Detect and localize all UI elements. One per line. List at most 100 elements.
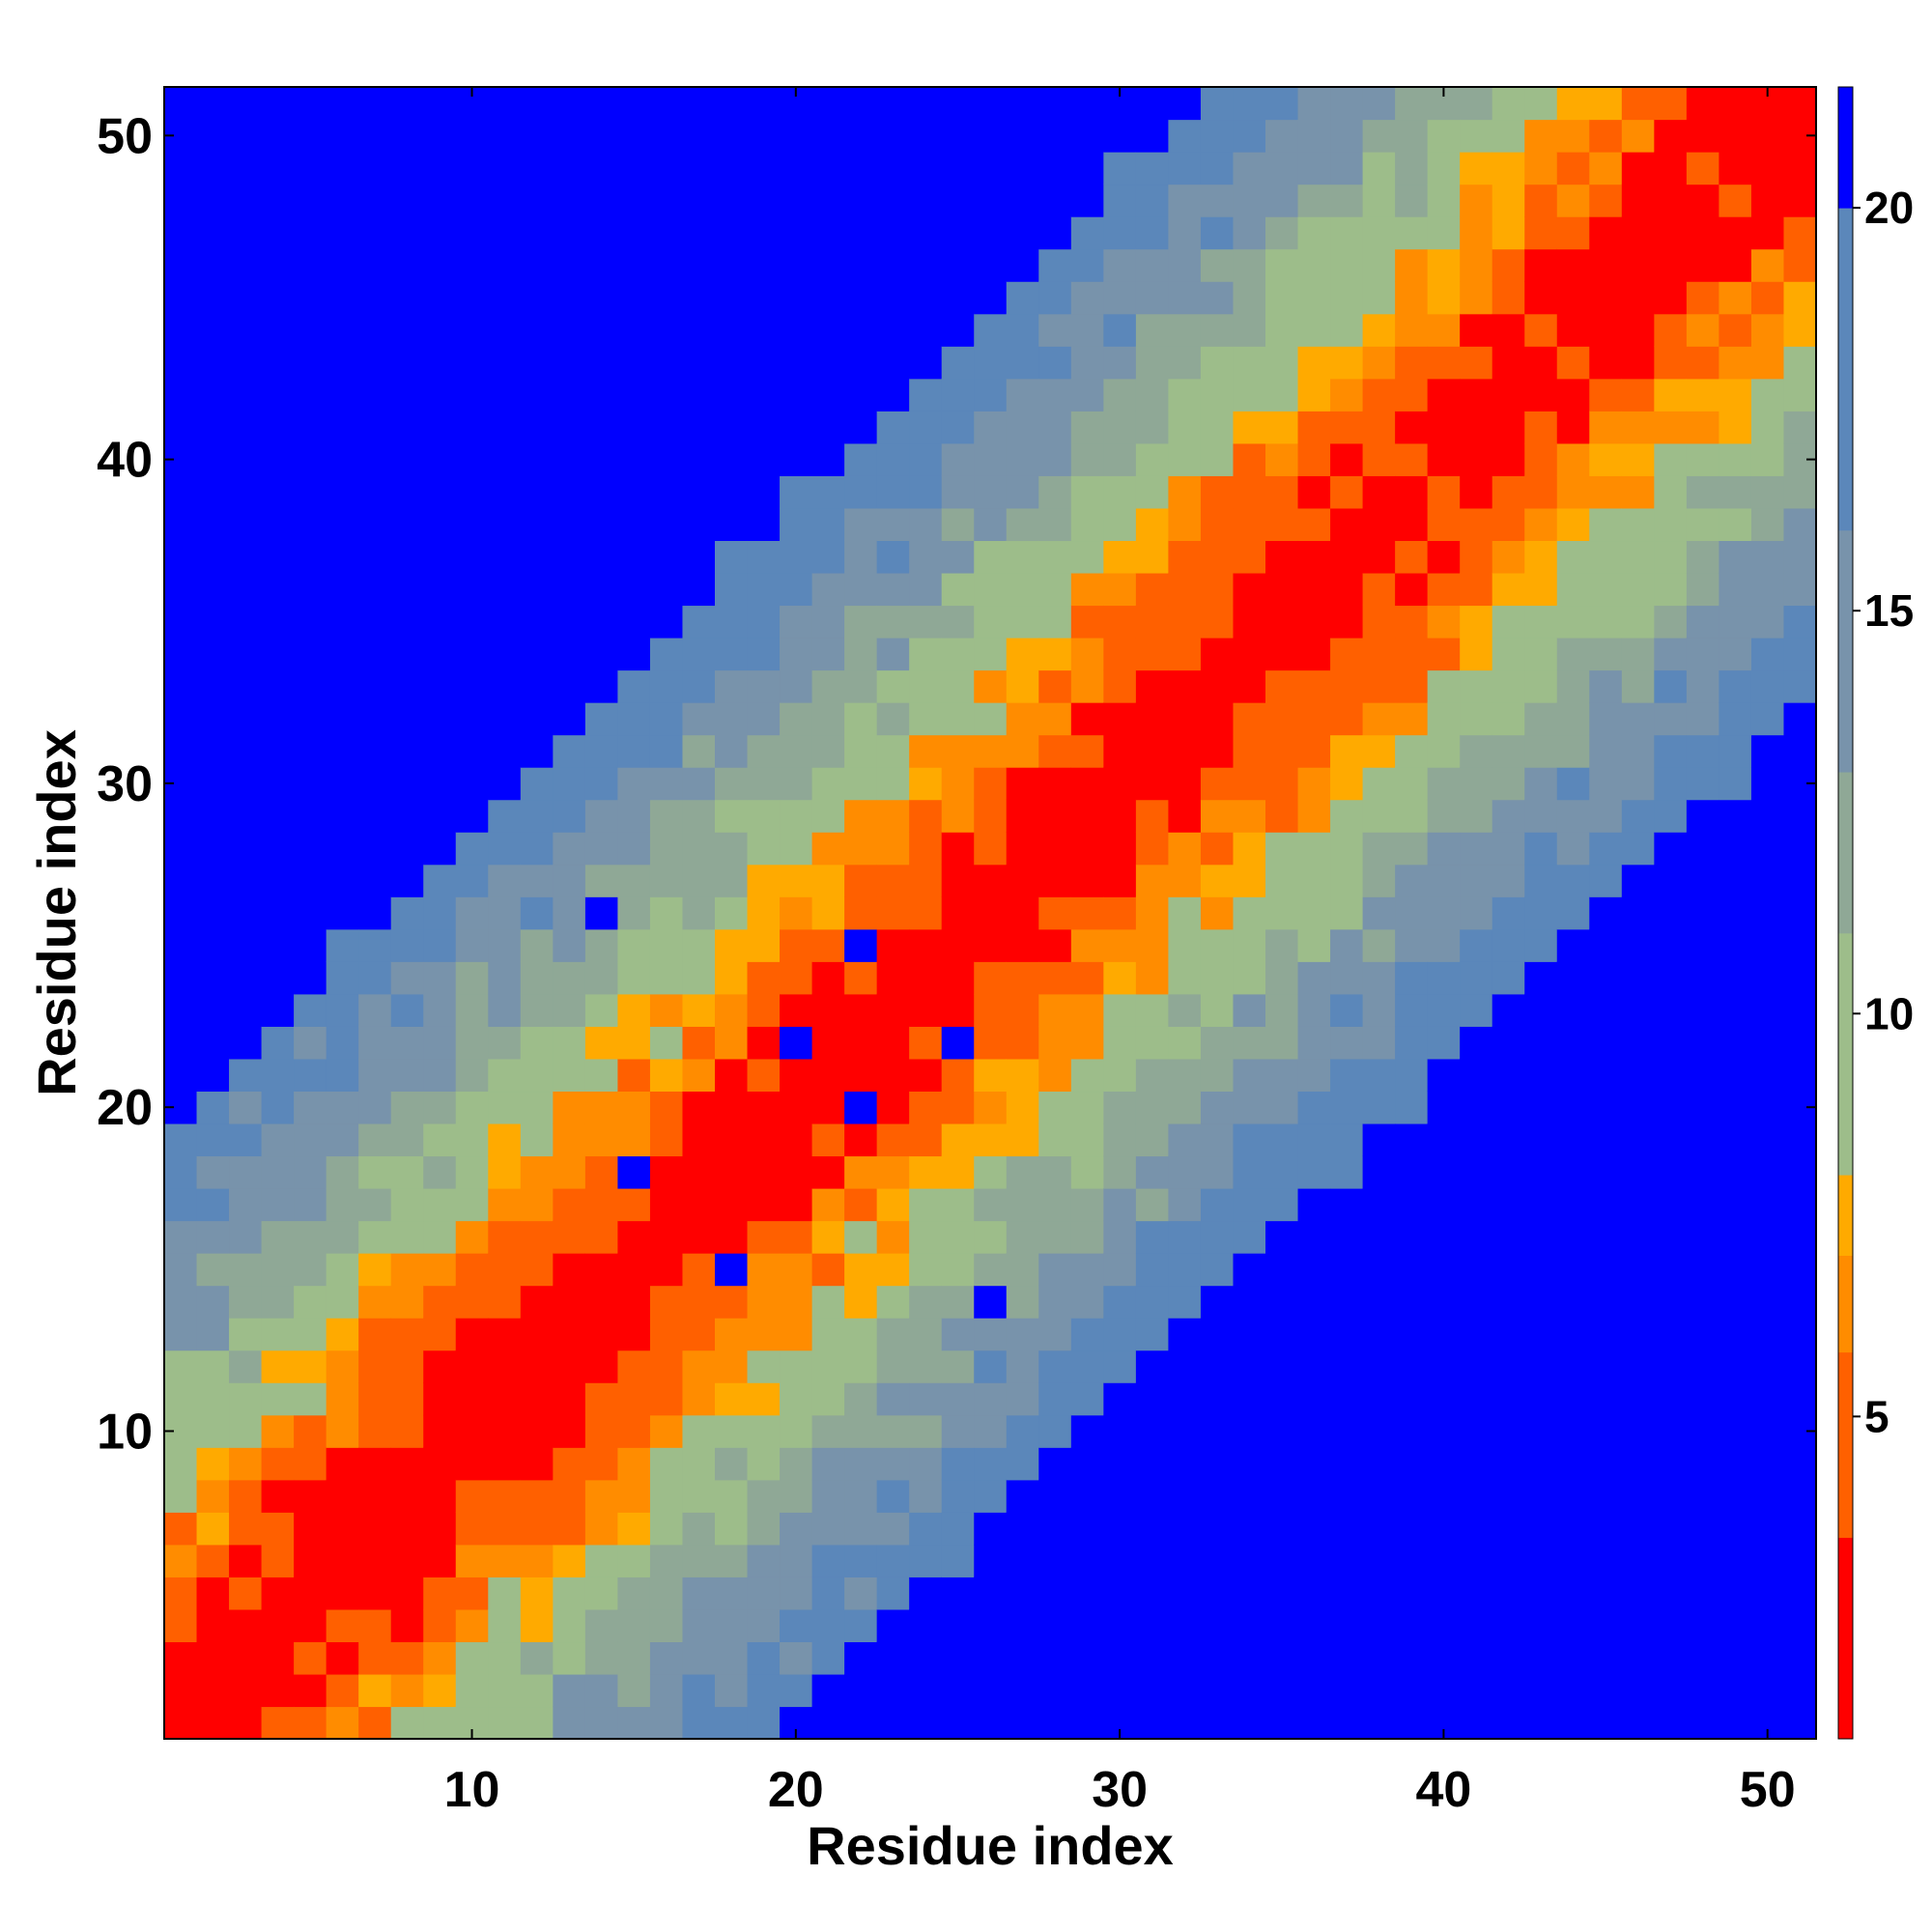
heatmap-cell: [553, 152, 586, 185]
heatmap-cell: [164, 184, 198, 217]
heatmap-cell: [617, 799, 651, 833]
heatmap-cell: [1200, 1091, 1235, 1124]
heatmap-cell: [1524, 1253, 1558, 1287]
heatmap-cell: [358, 1608, 392, 1643]
heatmap-cell: [1783, 896, 1817, 930]
heatmap-cell: [1038, 1479, 1072, 1513]
heatmap-cell: [358, 1155, 392, 1189]
heatmap-cell: [941, 442, 975, 476]
heatmap-cell: [649, 832, 684, 866]
heatmap-cell: [617, 87, 651, 121]
heatmap-cell: [1686, 832, 1720, 866]
heatmap-cell: [1330, 734, 1364, 768]
heatmap-cell: [196, 799, 230, 833]
heatmap-cell: [1265, 864, 1299, 897]
heatmap-cell: [1135, 767, 1170, 801]
heatmap-cell: [423, 1447, 457, 1481]
heatmap-cell: [1297, 1318, 1331, 1351]
heatmap-cell: [196, 1414, 230, 1448]
heatmap-cell: [941, 734, 975, 768]
heatmap-cell: [1330, 1479, 1364, 1513]
heatmap-cell: [455, 442, 489, 476]
heatmap-cell: [423, 1608, 457, 1643]
heatmap-cell: [1265, 507, 1299, 542]
heatmap-cell: [1330, 638, 1364, 671]
heatmap-cell: [876, 1414, 910, 1448]
heatmap-cell: [1168, 864, 1202, 897]
heatmap-cell: [358, 734, 392, 768]
heatmap-cell: [1103, 1608, 1137, 1643]
heatmap-cell: [747, 87, 781, 121]
heatmap-cell: [423, 638, 457, 671]
heatmap-cell: [1362, 1220, 1396, 1254]
heatmap-cell: [1719, 832, 1752, 866]
heatmap-cell: [617, 1318, 651, 1351]
heatmap-cell: [164, 1447, 198, 1481]
heatmap-cell: [1297, 378, 1331, 412]
heatmap-cell: [682, 734, 716, 768]
heatmap-cell: [584, 346, 619, 380]
heatmap-cell: [1103, 1318, 1137, 1351]
heatmap-cell: [326, 152, 359, 185]
heatmap-cell: [1460, 1026, 1493, 1060]
heatmap-cell: [553, 702, 586, 736]
heatmap-cell: [1070, 799, 1104, 833]
heatmap-cell: [1556, 1414, 1590, 1448]
heatmap-cell: [390, 1512, 424, 1546]
heatmap-cell: [1492, 313, 1525, 347]
heatmap-cell: [553, 1188, 586, 1222]
heatmap-cell: [1589, 896, 1623, 930]
heatmap-cell: [553, 1512, 586, 1546]
heatmap-cell: [747, 1058, 781, 1093]
heatmap-cell: [909, 1253, 943, 1287]
heatmap-cell: [941, 864, 975, 897]
heatmap-cell: [780, 1577, 813, 1610]
heatmap-cell: [196, 313, 230, 347]
heatmap-cell: [1168, 1058, 1202, 1093]
heatmap-cell: [1233, 1188, 1266, 1222]
heatmap-cell: [1686, 1512, 1720, 1546]
heatmap-cell: [1038, 799, 1072, 833]
heatmap-cell: [196, 1155, 230, 1189]
heatmap-cell: [1070, 928, 1104, 962]
heatmap-cell: [1006, 475, 1039, 509]
heatmap-cell: [1265, 346, 1299, 380]
heatmap-cell: [1168, 216, 1202, 250]
heatmap-cell: [520, 152, 554, 185]
heatmap-cell: [1233, 767, 1266, 801]
heatmap-cell: [649, 540, 684, 574]
heatmap-cell: [811, 896, 845, 930]
heatmap-cell: [1686, 734, 1720, 768]
heatmap-cell: [974, 702, 1008, 736]
heatmap-cell: [326, 540, 359, 574]
heatmap-cell: [1719, 378, 1752, 412]
heatmap-cell: [488, 1122, 522, 1157]
heatmap-cell: [261, 1091, 295, 1124]
heatmap-cell: [390, 1414, 424, 1448]
heatmap-cell: [196, 119, 230, 153]
heatmap-cell: [1038, 1285, 1072, 1319]
heatmap-cell: [358, 1253, 392, 1287]
heatmap-cell: [553, 832, 586, 866]
heatmap-cell: [261, 119, 295, 153]
heatmap-cell: [811, 411, 845, 444]
heatmap-cell: [1621, 1058, 1655, 1093]
heatmap-cell: [974, 1544, 1008, 1577]
heatmap-cell: [196, 1382, 230, 1416]
heatmap-cell: [1330, 346, 1364, 380]
heatmap-cell: [811, 1122, 845, 1157]
heatmap-cell: [1621, 152, 1655, 185]
heatmap-cell: [780, 1285, 813, 1319]
heatmap-cell: [1103, 1220, 1137, 1254]
heatmap-cell: [649, 1091, 684, 1124]
heatmap-cell: [715, 346, 749, 380]
heatmap-cell: [1265, 961, 1299, 995]
heatmap-cell: [358, 248, 392, 282]
heatmap-cell: [1135, 799, 1170, 833]
heatmap-cell: [1103, 1673, 1137, 1708]
heatmap-cell: [196, 1091, 230, 1124]
heatmap-cell: [358, 1026, 392, 1060]
heatmap-cell: [1070, 216, 1104, 250]
heatmap-cell: [164, 346, 198, 380]
heatmap-cell: [1330, 248, 1364, 282]
